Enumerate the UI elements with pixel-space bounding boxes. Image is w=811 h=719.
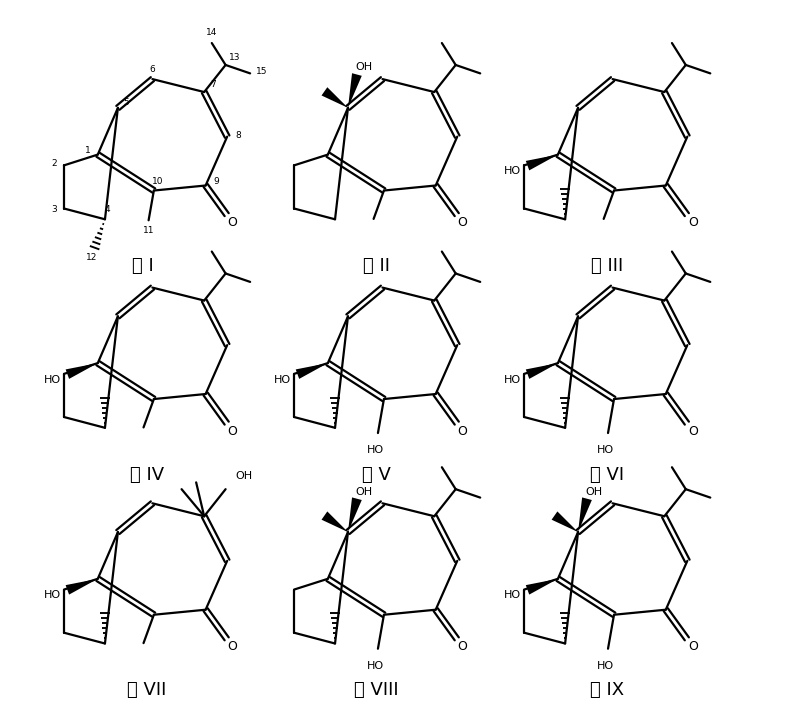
Text: 式 IV: 式 IV	[130, 465, 164, 484]
Text: OH: OH	[586, 487, 603, 497]
Text: HO: HO	[504, 375, 521, 385]
Text: 4: 4	[105, 205, 110, 214]
Text: 14: 14	[206, 29, 217, 37]
Text: O: O	[688, 641, 697, 654]
Polygon shape	[66, 363, 98, 379]
Text: 13: 13	[229, 53, 240, 63]
Polygon shape	[526, 155, 558, 170]
Text: 式 VIII: 式 VIII	[354, 681, 399, 700]
Text: 1: 1	[85, 146, 91, 155]
Text: 8: 8	[235, 131, 241, 139]
Text: HO: HO	[504, 166, 521, 176]
Text: O: O	[228, 425, 238, 438]
Text: 11: 11	[143, 226, 154, 235]
Text: HO: HO	[44, 375, 61, 385]
Text: OH: OH	[355, 63, 373, 73]
Polygon shape	[321, 511, 348, 532]
Text: 3: 3	[51, 205, 57, 214]
Text: O: O	[228, 641, 238, 654]
Text: OH: OH	[235, 471, 252, 481]
Polygon shape	[526, 579, 558, 595]
Polygon shape	[66, 579, 98, 595]
Text: O: O	[688, 216, 697, 229]
Text: 12: 12	[86, 253, 97, 262]
Text: 式 I: 式 I	[132, 257, 154, 275]
Text: 5: 5	[123, 98, 130, 106]
Text: HO: HO	[44, 590, 61, 600]
Polygon shape	[526, 363, 558, 379]
Text: 式 V: 式 V	[363, 465, 391, 484]
Text: O: O	[688, 425, 697, 438]
Text: 式 VI: 式 VI	[590, 465, 624, 484]
Text: OH: OH	[355, 487, 373, 497]
Text: O: O	[457, 425, 468, 438]
Polygon shape	[348, 73, 362, 108]
Text: 6: 6	[149, 65, 155, 73]
Text: 15: 15	[256, 68, 268, 76]
Polygon shape	[296, 363, 328, 379]
Text: O: O	[457, 641, 468, 654]
Polygon shape	[348, 498, 362, 532]
Text: 2: 2	[52, 159, 58, 168]
Text: 式 III: 式 III	[590, 257, 623, 275]
Text: 式 II: 式 II	[363, 257, 390, 275]
Polygon shape	[321, 87, 348, 108]
Text: O: O	[228, 216, 238, 229]
Text: HO: HO	[367, 661, 384, 671]
Text: 9: 9	[213, 178, 219, 186]
Polygon shape	[551, 511, 578, 532]
Text: HO: HO	[367, 445, 384, 455]
Text: O: O	[457, 216, 468, 229]
Text: 式 VII: 式 VII	[127, 681, 166, 700]
Text: HO: HO	[596, 661, 614, 671]
Text: HO: HO	[504, 590, 521, 600]
Text: 式 IX: 式 IX	[590, 681, 624, 700]
Text: 10: 10	[152, 177, 164, 186]
Text: HO: HO	[274, 375, 291, 385]
Polygon shape	[578, 498, 592, 532]
Text: HO: HO	[596, 445, 614, 455]
Text: 7: 7	[210, 81, 216, 89]
